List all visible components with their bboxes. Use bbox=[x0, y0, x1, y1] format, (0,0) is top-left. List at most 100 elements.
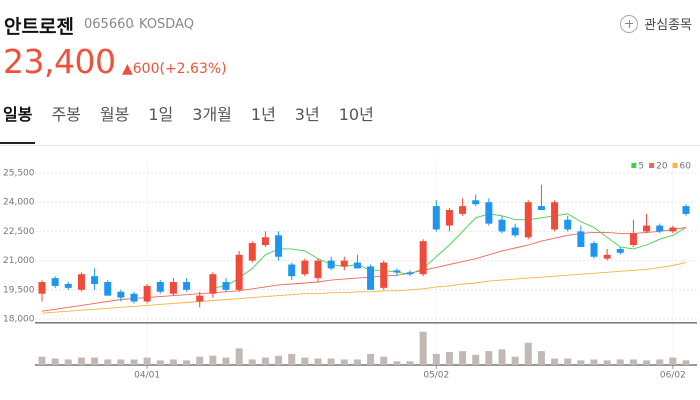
volume-bar bbox=[406, 361, 414, 365]
volume-bar bbox=[577, 360, 585, 365]
candle-body bbox=[643, 225, 651, 232]
volume-bar bbox=[524, 342, 532, 365]
candle-body bbox=[209, 274, 217, 294]
volume-bar bbox=[393, 361, 401, 365]
volume-bar bbox=[603, 360, 611, 365]
candle-body bbox=[117, 291, 125, 298]
candle-body bbox=[169, 282, 177, 294]
period-tab[interactable]: 3년 bbox=[294, 105, 320, 124]
candle-body bbox=[301, 260, 309, 275]
volume-bar bbox=[301, 357, 309, 365]
candle-body bbox=[511, 227, 519, 236]
candle-body bbox=[459, 206, 467, 214]
volume-bar bbox=[64, 359, 72, 365]
candle-body bbox=[367, 266, 375, 290]
volume-bar bbox=[261, 357, 269, 365]
candle-body bbox=[275, 235, 283, 257]
volume-bar bbox=[130, 359, 138, 365]
legend-label: 60 bbox=[680, 162, 692, 172]
volume-bar bbox=[682, 360, 690, 365]
candle-body bbox=[656, 225, 664, 232]
separator bbox=[131, 24, 134, 27]
x-tick-label: 06/02 bbox=[660, 371, 686, 381]
candle-body bbox=[393, 270, 401, 273]
volume-bar bbox=[445, 352, 453, 365]
candle-body bbox=[327, 260, 335, 269]
volume-bar bbox=[143, 357, 151, 365]
candle-body bbox=[629, 233, 637, 246]
volume-bar bbox=[564, 358, 572, 365]
volume-bar bbox=[537, 351, 545, 365]
volume-bar bbox=[485, 351, 493, 365]
y-tick-label: 25,500 bbox=[3, 169, 35, 179]
volume-bar bbox=[656, 359, 664, 365]
favorite-button[interactable]: 관심종목 bbox=[620, 14, 692, 33]
volume-bar bbox=[669, 357, 677, 365]
volume-bar bbox=[222, 357, 230, 365]
ma-line bbox=[41, 262, 687, 314]
y-tick-label: 18,000 bbox=[3, 315, 35, 325]
period-tab[interactable]: 1년 bbox=[250, 105, 276, 124]
candle-body bbox=[248, 243, 256, 261]
volume-bar bbox=[288, 353, 296, 365]
volume-bar bbox=[156, 360, 164, 365]
x-tick-label: 04/01 bbox=[134, 371, 160, 381]
candle-body bbox=[183, 282, 191, 290]
legend-swatch bbox=[672, 163, 678, 168]
candle-body bbox=[340, 260, 348, 267]
volume-bar bbox=[551, 358, 559, 365]
candle-body bbox=[603, 254, 611, 259]
volume-bar bbox=[327, 358, 335, 365]
candle-body bbox=[485, 202, 493, 224]
legend-label: 5 bbox=[638, 162, 644, 172]
volume-bar bbox=[77, 357, 85, 365]
candle-body bbox=[64, 283, 72, 288]
volume-bar bbox=[209, 355, 217, 365]
volume-bar bbox=[498, 349, 506, 365]
candle-body bbox=[353, 262, 361, 269]
period-tab[interactable]: 1일 bbox=[148, 105, 174, 124]
candle-body bbox=[77, 274, 85, 290]
volume-bar bbox=[616, 359, 624, 365]
period-tab[interactable]: 주봉 bbox=[51, 105, 81, 124]
volume-bar bbox=[380, 356, 388, 365]
candle-body bbox=[564, 219, 572, 230]
volume-bar bbox=[51, 358, 59, 365]
volume-bar bbox=[183, 360, 191, 365]
candle-body bbox=[91, 276, 99, 284]
stock-name: 안트로젠 bbox=[4, 16, 74, 38]
volume-bar bbox=[432, 353, 440, 365]
volume-bar bbox=[196, 356, 204, 365]
candle-body bbox=[551, 202, 559, 230]
period-tabs: 일봉 주봉 월봉 1일 3개월 1년 3년 10년 bbox=[0, 102, 390, 144]
candle-body bbox=[524, 202, 532, 238]
stock-code: 065660 bbox=[84, 17, 134, 32]
ma-line bbox=[212, 213, 687, 289]
market: KOSDAQ bbox=[139, 17, 194, 32]
period-tab[interactable]: 10년 bbox=[338, 105, 374, 124]
period-tab[interactable]: 3개월 bbox=[192, 105, 232, 124]
volume-bar bbox=[117, 359, 125, 365]
candle-body bbox=[498, 219, 506, 232]
volume-bar bbox=[419, 331, 427, 365]
period-tab[interactable]: 일봉 bbox=[0, 102, 36, 144]
volume-bar bbox=[629, 359, 637, 365]
volume-bar bbox=[169, 359, 177, 365]
period-tab[interactable]: 월봉 bbox=[99, 105, 130, 124]
volume-bar bbox=[472, 354, 480, 365]
candle-body bbox=[51, 278, 59, 286]
legend-swatch bbox=[649, 163, 655, 168]
volume-bar bbox=[104, 359, 112, 365]
candle-body bbox=[314, 260, 322, 279]
candle-body bbox=[432, 206, 440, 230]
candle-body bbox=[196, 295, 204, 302]
volume-bar bbox=[340, 359, 348, 365]
candle-body bbox=[288, 264, 296, 277]
x-tick-label: 05/02 bbox=[423, 371, 449, 381]
volume-bar bbox=[459, 351, 467, 365]
candle-body bbox=[130, 293, 138, 302]
plus-icon bbox=[620, 14, 639, 33]
candle-body bbox=[38, 282, 46, 294]
